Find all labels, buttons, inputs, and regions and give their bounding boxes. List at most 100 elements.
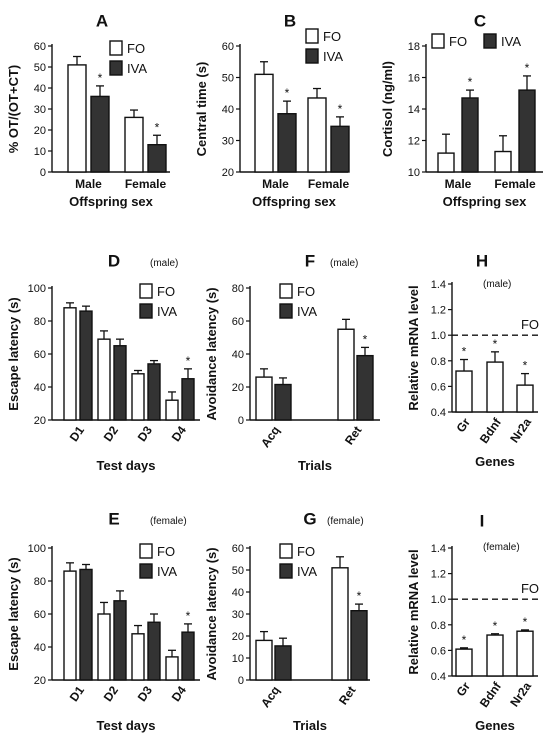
legend-swatch-iva — [109, 60, 123, 76]
bar-fo-ret — [337, 328, 355, 421]
reference-line-label: FO — [521, 581, 539, 596]
y-tick-label: 1.2 — [431, 305, 446, 317]
x-axis-label: Test days — [96, 458, 155, 473]
legend-label-fo: FO — [297, 284, 315, 299]
y-tick-label: 14 — [408, 104, 420, 116]
x-tick-label: D1 — [67, 683, 87, 704]
panel-g: G (female) 0 10 20 30 40 50 60 Avoidance latency … — [204, 509, 370, 733]
legend-label-fo: FO — [323, 29, 341, 44]
significance-star: * — [186, 354, 191, 368]
legend-swatch-iva — [305, 48, 319, 64]
x-axis-label: Offspring sex — [443, 194, 528, 209]
y-tick-label: 0.6 — [431, 381, 446, 393]
y-tick-label: 1.4 — [431, 279, 446, 291]
y-tick-label: 0 — [238, 675, 244, 687]
bar-iva-d1 — [79, 310, 93, 421]
x-tick-label: Acq — [258, 424, 282, 451]
bar-iva-d1 — [79, 568, 93, 681]
panel-label-e: E — [108, 509, 119, 528]
legend-label-iva: IVA — [157, 564, 177, 579]
y-tick-label: 16 — [408, 73, 420, 85]
y-tick-label: 40 — [34, 382, 46, 394]
bar-iva-acq — [274, 645, 292, 681]
y-tick-label: 100 — [28, 283, 46, 295]
bar-fo-d2 — [97, 338, 111, 421]
y-tick-label: 30 — [222, 136, 234, 148]
y-tick-label: 1.0 — [431, 330, 446, 342]
y-tick-label: 80 — [34, 316, 46, 328]
y-tick-label: 80 — [232, 283, 244, 295]
bar-iva-d4 — [181, 631, 195, 681]
significance-star: * — [493, 337, 498, 351]
legend-label-fo: FO — [157, 284, 175, 299]
y-tick-label: 1.4 — [431, 543, 446, 555]
bar-fo-female — [124, 116, 144, 173]
bar-iva-d2 — [113, 600, 127, 681]
x-axis-label: Trials — [298, 458, 332, 473]
y-tick-label: 20 — [34, 415, 46, 427]
y-tick-label: 10 — [34, 146, 46, 158]
x-axis-label: Trials — [293, 718, 327, 733]
y-tick-label: 50 — [34, 62, 46, 74]
legend-label-iva: IVA — [127, 61, 147, 76]
y-tick-label: 10 — [408, 167, 420, 179]
panel-label-b: B — [284, 11, 296, 30]
bar-fo-d2 — [97, 613, 111, 681]
panel-e: E (female) 20 40 60 80 100 Escape latency (s) D1… — [6, 509, 200, 733]
significance-star: * — [357, 589, 362, 603]
y-tick-label: 40 — [34, 83, 46, 95]
panel-label-d: D — [108, 251, 120, 270]
x-tick-label: Female — [125, 177, 167, 191]
significance-star: * — [462, 345, 467, 359]
bar-iva-male — [90, 95, 110, 173]
x-tick-label: Female — [308, 177, 350, 191]
bar-fo-male — [437, 152, 455, 173]
y-tick-label: 20 — [34, 675, 46, 687]
panel-label-i: I — [480, 511, 485, 530]
legend-label-fo: FO — [157, 544, 175, 559]
legend-swatch-fo — [139, 283, 153, 299]
significance-star: * — [338, 102, 343, 116]
panel-note: (female) — [150, 516, 187, 527]
legend-label-iva: IVA — [323, 49, 343, 64]
panel-label-g: G — [303, 509, 316, 528]
x-tick-label: Ret — [336, 684, 359, 708]
bar-iva-d4 — [181, 378, 195, 421]
bar-fo-d4 — [165, 656, 179, 681]
y-tick-label: 0 — [238, 415, 244, 427]
significance-star: * — [363, 332, 368, 346]
significance-star: * — [523, 615, 528, 629]
y-tick-label: 50 — [232, 565, 244, 577]
significance-star: * — [155, 120, 160, 134]
x-axis-label: Genes — [475, 718, 515, 733]
panel-i: I (female) 0.4 0.6 0.8 1.0 1.2 1.4 Relative mRNA… — [406, 511, 542, 733]
legend-label-fo: FO — [297, 544, 315, 559]
y-tick-label: 20 — [222, 167, 234, 179]
panel-label-f: F — [305, 251, 315, 270]
legend-swatch-iva — [139, 303, 153, 319]
legend-label-fo: FO — [449, 34, 467, 49]
legend-label-iva: IVA — [501, 34, 521, 49]
bar-fo-female — [307, 97, 327, 173]
legend-swatch-fo — [109, 40, 123, 56]
x-axis-label: Offspring sex — [69, 194, 154, 209]
y-tick-label: 30 — [232, 609, 244, 621]
x-tick-label: Male — [445, 177, 472, 191]
legend-swatch-fo — [139, 543, 153, 559]
legend-swatch-iva — [279, 303, 293, 319]
bar-fo-d3 — [131, 633, 145, 681]
y-axis-label: % OT/(OT+CT) — [6, 65, 21, 153]
y-tick-label: 0 — [40, 167, 46, 179]
x-tick-label: D3 — [135, 683, 155, 704]
y-axis-label: Central time (s) — [194, 62, 209, 157]
significance-star: * — [523, 359, 528, 373]
x-tick-label: D2 — [101, 423, 121, 444]
legend-swatch-iva — [139, 563, 153, 579]
y-tick-label: 40 — [232, 587, 244, 599]
y-axis-label: Avoidance latency (s) — [204, 287, 219, 420]
y-axis-label: Avoidance latency (s) — [204, 547, 219, 680]
bar-iva-ret — [356, 354, 374, 421]
legend-swatch-iva — [483, 33, 497, 49]
bar-iva-d3 — [147, 621, 161, 681]
panel-h: H (male) 0.4 0.6 0.8 1.0 1.2 1.4 Relative mRNA l… — [406, 251, 542, 469]
